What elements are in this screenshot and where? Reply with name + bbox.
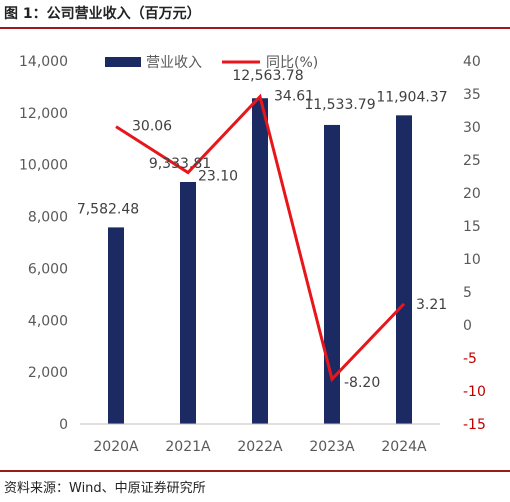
- legend-line-label: 同比(%): [266, 55, 318, 71]
- category-label: 2020A: [93, 439, 139, 455]
- right-tick-label: 40: [463, 54, 481, 70]
- bar: [324, 124, 340, 424]
- source-note: 资料来源：Wind、中原证券研究所: [4, 481, 206, 496]
- bar-data-label: 9,333.81: [149, 156, 211, 172]
- title-rule: [0, 27, 510, 29]
- legend-bar-label: 营业收入: [146, 55, 202, 71]
- right-tick-label: -5: [463, 351, 477, 367]
- line-series: [115, 93, 406, 383]
- right-tick-label: 20: [463, 186, 481, 202]
- left-tick-label: 6,000: [28, 261, 68, 277]
- line-data-label: -8.20: [344, 375, 380, 391]
- right-tick-label: -10: [463, 384, 486, 400]
- left-tick-label: 0: [59, 417, 68, 433]
- left-axis-ticks: 0 2,000 4,000 6,000 8,000 10,000 12,000 14,000: [19, 54, 68, 433]
- bar: [180, 181, 196, 424]
- right-axis-ticks: -15 -10 -5 0 5 10 15 20 25 30 35 40: [463, 54, 486, 433]
- bar: [108, 227, 124, 424]
- legend: 营业收入 同比(%): [105, 55, 318, 71]
- right-tick-label: 10: [463, 252, 481, 268]
- bar: [252, 98, 268, 424]
- category-label: 2024A: [381, 439, 427, 455]
- right-tick-label: 0: [463, 318, 472, 334]
- category-label: 2022A: [237, 439, 283, 455]
- category-label: 2021A: [165, 439, 211, 455]
- right-tick-label: 25: [463, 153, 481, 169]
- left-tick-label: 8,000: [28, 210, 68, 226]
- line-data-label: 30.06: [132, 119, 172, 135]
- right-tick-label: 35: [463, 87, 481, 103]
- left-tick-label: 10,000: [19, 158, 68, 174]
- bar: [396, 115, 412, 424]
- bar-data-label: 11,533.79: [304, 97, 375, 113]
- left-tick-label: 2,000: [28, 365, 68, 381]
- bar-data-label: 7,582.48: [77, 201, 139, 217]
- right-tick-label: 30: [463, 120, 481, 136]
- bar-data-label: 12,563.78: [232, 68, 303, 84]
- line-data-label: 23.10: [198, 169, 238, 185]
- chart: 0 2,000 4,000 6,000 8,000 10,000 12,000 14,000 …: [0, 32, 510, 468]
- left-tick-label: 12,000: [19, 106, 68, 122]
- chart-svg: 02,0004,0006,0008,00010,00012,00014,000 …: [19, 54, 486, 455]
- right-tick-label: -15: [463, 417, 486, 433]
- figure-title: 图 1：公司营业收入（百万元）: [4, 6, 201, 22]
- right-tick-label: 5: [463, 285, 472, 301]
- left-tick-label: 4,000: [28, 313, 68, 329]
- line-data-labels: 30.06 23.10 34.61 -8.20 3.21: [132, 89, 447, 392]
- source-rule: [0, 470, 510, 472]
- bar-series: [108, 98, 412, 424]
- line-data-label: 34.61: [274, 89, 314, 105]
- yoy-line: [115, 93, 406, 383]
- right-tick-label: 15: [463, 219, 481, 235]
- line-data-label: 3.21: [416, 297, 447, 313]
- category-labels: 2020A 2021A 2022A 2023A 2024A: [93, 439, 427, 455]
- legend-bar-swatch: [105, 57, 141, 67]
- bar-data-label: 11,904.37: [376, 89, 447, 105]
- left-tick-label: 14,000: [19, 54, 68, 70]
- category-label: 2023A: [309, 439, 355, 455]
